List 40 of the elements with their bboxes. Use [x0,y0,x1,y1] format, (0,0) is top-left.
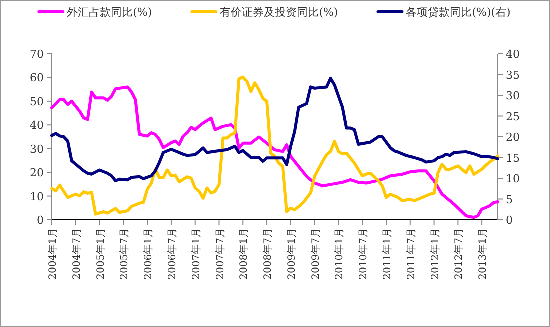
x-tick-label: 2011年1月 [382,228,394,280]
x-tick-label: 2008年1月 [238,228,250,280]
y2-tick-label: 20 [506,131,520,144]
y2-tick-label: 10 [506,172,520,186]
line-series [50,76,500,182]
x-tick-label: 2010年1月 [334,228,346,280]
x-tick-label: 2009年1月 [286,228,298,280]
y2-tick-label: 5 [506,193,513,206]
y-tick-label: 0 [37,214,44,227]
y2-tick-label: 15 [506,152,520,165]
x-tick-label: 2009年7月 [310,228,322,280]
x-tick-label: 2013年1月 [477,228,490,280]
y2-tick-label: 35 [506,68,520,82]
legend-label: 有价证券及投资同比(%) [220,6,338,19]
y-tick-label: 30 [30,142,44,156]
legend-label: 各项贷款同比(%)(右) [406,6,511,19]
x-tick-label: 2010年7月 [358,228,370,280]
x-tick-label: 2011年7月 [405,228,418,280]
x-tick-label: 2005年7月 [118,228,131,280]
x-tick-label: 2004年7月 [70,228,83,280]
x-tick-label: 2007年7月 [214,228,226,280]
x-tick-label: 2006年1月 [142,228,155,280]
y-tick-label: 60 [30,72,44,85]
legend-label: 外汇占款同比(%) [67,6,152,19]
y-tick-label: 70 [30,48,44,61]
y-tick-label: 40 [30,119,44,132]
x-tick-label: 2007年1月 [190,228,202,280]
y-tick-label: 50 [30,95,44,108]
y2-tick-label: 40 [506,48,520,61]
y2-tick-label: 25 [506,110,520,124]
y-tick-label: 20 [30,166,44,180]
x-tick-label: 2006年7月 [166,228,178,280]
y2-tick-label: 0 [506,214,513,227]
y-tick-label: 10 [30,190,44,204]
x-tick-label: 2012年7月 [453,228,466,280]
y2-tick-label: 30 [506,90,520,102]
x-tick-label: 2004年1月 [47,228,59,280]
x-tick-label: 2005年1月 [94,228,107,280]
x-tick-label: 2008年7月 [262,228,274,280]
x-tick-label: 2012年1月 [429,228,442,280]
